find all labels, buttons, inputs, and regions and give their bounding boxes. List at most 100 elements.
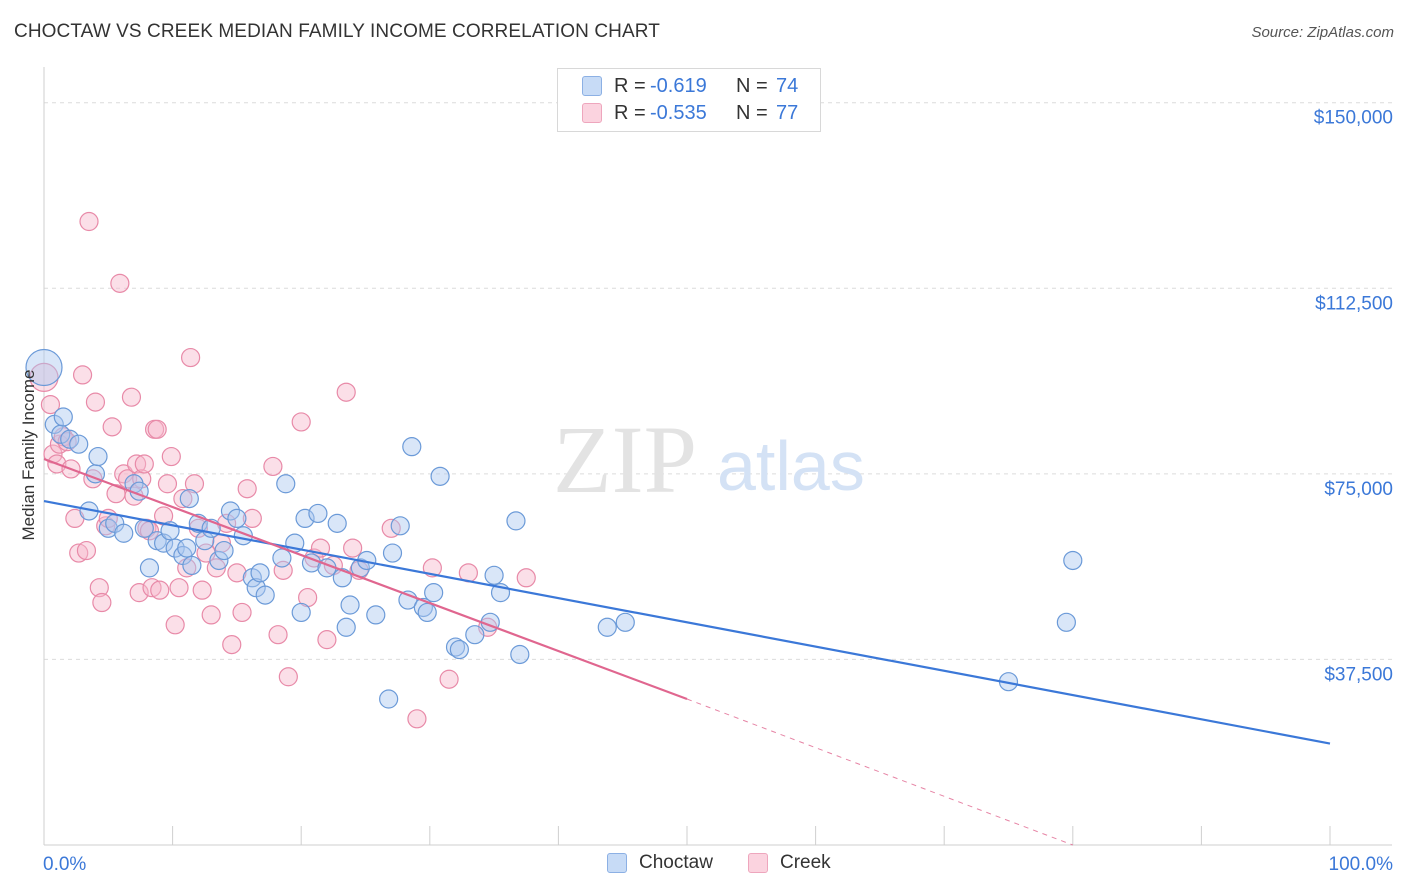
creek-swatch bbox=[582, 103, 602, 123]
source-label: Source: ZipAtlas.com bbox=[1251, 24, 1394, 41]
creek-point bbox=[222, 634, 242, 655]
choctaw-point bbox=[139, 558, 160, 578]
creek-point bbox=[439, 669, 459, 689]
creek-point bbox=[242, 508, 262, 529]
creek-point bbox=[181, 347, 201, 368]
creek-point bbox=[89, 578, 109, 598]
choctaw-point bbox=[179, 489, 199, 509]
creek-point bbox=[157, 474, 178, 494]
creek-point bbox=[268, 625, 288, 645]
choctaw-point bbox=[291, 602, 311, 623]
choctaw-point bbox=[308, 503, 328, 524]
r-label: R = bbox=[614, 74, 646, 97]
watermark-atlas: atlas bbox=[717, 427, 865, 505]
creek-point bbox=[237, 479, 257, 499]
creek-point bbox=[192, 580, 212, 600]
creek-point bbox=[69, 543, 89, 563]
legend-row-creek: R = -0.535 N = 77 bbox=[582, 101, 798, 125]
choctaw-point bbox=[214, 540, 234, 561]
choctaw-trend-line bbox=[43, 500, 1331, 745]
creek-trend-extension bbox=[686, 698, 1073, 846]
creek-point bbox=[117, 469, 138, 489]
chart-title: CHOCTAW VS CREEK MEDIAN FAMILY INCOME CO… bbox=[14, 21, 660, 42]
creek-point bbox=[407, 709, 427, 729]
choctaw-point bbox=[98, 518, 118, 538]
x-tick-label-max: 100.0% bbox=[1329, 854, 1394, 875]
choctaw-point bbox=[153, 533, 174, 553]
creek-point bbox=[110, 273, 130, 293]
creek-point bbox=[72, 365, 93, 385]
choctaw-point bbox=[209, 550, 229, 571]
choctaw-point bbox=[465, 625, 485, 645]
choctaw-swatch bbox=[607, 853, 627, 873]
legend-row-choctaw: R = -0.619 N = 74 bbox=[582, 74, 798, 98]
choctaw-point bbox=[327, 513, 347, 533]
creek-point bbox=[343, 538, 363, 558]
choctaw-point bbox=[276, 474, 296, 494]
creek-swatch bbox=[748, 853, 768, 873]
legend-label-choctaw: Choctaw bbox=[639, 852, 713, 873]
creek-points bbox=[29, 211, 536, 729]
choctaw-point bbox=[227, 508, 247, 529]
legend-item-choctaw[interactable]: Choctaw bbox=[607, 852, 713, 874]
choctaw-swatch bbox=[582, 76, 602, 96]
choctaw-point bbox=[332, 568, 352, 588]
choctaw-point bbox=[417, 602, 437, 623]
series-legend: Choctaw Creek bbox=[0, 852, 1406, 878]
creek-point bbox=[126, 454, 147, 474]
choctaw-point bbox=[255, 585, 275, 605]
choctaw-point bbox=[390, 516, 410, 536]
creek-point bbox=[516, 568, 536, 588]
creek-trend-line bbox=[43, 457, 688, 701]
choctaw-point bbox=[295, 508, 315, 529]
choctaw-point bbox=[449, 639, 469, 660]
n-label: N = bbox=[736, 101, 768, 124]
y-tick-label: $75,000 bbox=[1324, 479, 1393, 500]
creek-point bbox=[150, 580, 170, 600]
creek-point bbox=[129, 583, 149, 603]
creek-point bbox=[263, 456, 283, 477]
legend-label-creek: Creek bbox=[780, 852, 831, 873]
choctaw-point bbox=[366, 605, 386, 625]
choctaw-point bbox=[506, 511, 526, 531]
choctaw-point bbox=[336, 617, 356, 637]
choctaw-point bbox=[382, 543, 403, 563]
choctaw-point bbox=[88, 446, 108, 467]
creek-point bbox=[57, 432, 77, 452]
creek-point bbox=[184, 474, 205, 494]
choctaw-point bbox=[1056, 612, 1076, 632]
creek-point bbox=[83, 469, 103, 489]
creek-point bbox=[232, 602, 252, 623]
creek-point bbox=[291, 412, 311, 432]
trend-lines bbox=[43, 457, 1331, 846]
n-value: 77 bbox=[776, 101, 799, 124]
choctaw-point bbox=[220, 501, 241, 521]
creek-point bbox=[201, 605, 221, 625]
legend-item-creek[interactable]: Creek bbox=[748, 852, 831, 874]
r-value: -0.619 bbox=[650, 74, 707, 97]
stats-legend: R = -0.619 N = 74 R = -0.535 N = 77 bbox=[557, 68, 821, 132]
creek-point bbox=[165, 615, 185, 635]
choctaw-point bbox=[430, 466, 450, 486]
r-value: -0.535 bbox=[650, 101, 707, 124]
choctaw-point bbox=[53, 407, 73, 427]
choctaw-point bbox=[165, 538, 185, 558]
watermark: ZIP atlas bbox=[553, 406, 865, 513]
choctaw-point bbox=[597, 617, 617, 637]
choctaw-point bbox=[510, 644, 530, 665]
creek-point bbox=[147, 419, 167, 439]
creek-point bbox=[177, 558, 197, 578]
choctaw-point bbox=[484, 565, 504, 585]
n-value: 74 bbox=[776, 74, 799, 97]
creek-point bbox=[317, 630, 337, 650]
y-tick-label: $150,000 bbox=[1314, 108, 1393, 129]
creek-point bbox=[142, 578, 162, 598]
x-tick-label-min: 0.0% bbox=[43, 854, 86, 875]
creek-point bbox=[102, 417, 122, 437]
y-axis-label: Median Family Income bbox=[19, 369, 38, 540]
creek-point bbox=[85, 392, 106, 412]
creek-point bbox=[134, 454, 154, 474]
choctaw-point bbox=[250, 563, 270, 583]
creek-point bbox=[79, 211, 99, 232]
